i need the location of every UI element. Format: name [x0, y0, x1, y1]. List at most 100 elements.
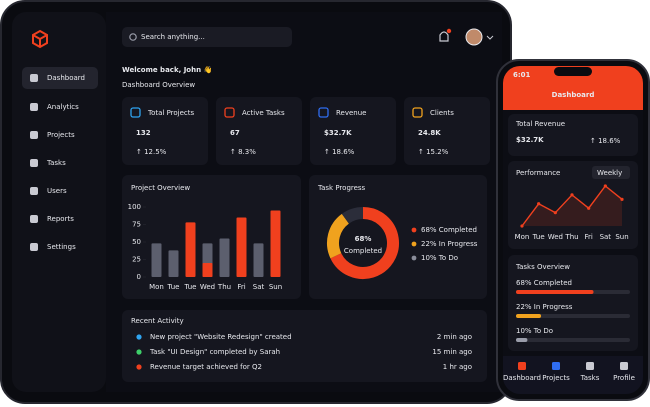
nav-icon: [30, 187, 38, 195]
y-tick-label: 50: [132, 238, 141, 246]
stat-value: $32.7K: [324, 129, 352, 137]
bar: [236, 217, 247, 277]
search-icon: [129, 33, 137, 41]
x-tick-label: Fri: [584, 233, 592, 241]
activity-time: 2 min ago: [437, 333, 472, 341]
stat-value: 24.8K: [418, 129, 441, 137]
period-select[interactable]: [592, 166, 630, 179]
x-tick-label: Sat: [253, 283, 265, 291]
stat-change: ↑ 15.2%: [418, 148, 449, 156]
task-label: 22% In Progress: [516, 303, 573, 311]
y-tick-label: 75: [132, 221, 141, 229]
nav-item[interactable]: Reports: [47, 215, 74, 223]
task-bar: [516, 314, 542, 318]
tab-icon: [586, 362, 594, 370]
x-tick-label: Mon: [515, 233, 530, 241]
line-point: [520, 224, 524, 228]
stat-card: [122, 97, 208, 165]
stat-card: [404, 97, 490, 165]
search-box[interactable]: [122, 27, 292, 47]
tab-icon: [620, 362, 628, 370]
x-tick-label: Sat: [600, 233, 612, 241]
nav-item[interactable]: Settings: [47, 243, 76, 251]
stat-icon: [224, 107, 235, 118]
revenue-label: Total Revenue: [515, 120, 565, 128]
revenue-value: $32.7K: [516, 136, 544, 144]
notification-dot: [446, 28, 452, 34]
x-tick-label: Sun: [269, 283, 282, 291]
line-point: [537, 202, 541, 206]
donut-slice: [327, 213, 350, 259]
tasks-title: Tasks Overview: [515, 263, 570, 271]
x-tick-label: Tue: [167, 283, 180, 291]
x-tick-label: Fri: [237, 283, 245, 291]
activity-text: Revenue target achieved for Q2: [150, 363, 262, 371]
stat-label: Total Projects: [147, 109, 195, 117]
line-point: [603, 184, 607, 188]
stat-icon: [318, 107, 329, 118]
bar: [151, 243, 162, 277]
welcome: Welcome back, John 👋: [122, 65, 212, 74]
legend-label: 68% Completed: [421, 226, 477, 234]
revenue-card: [508, 114, 638, 156]
bar: [168, 250, 179, 277]
avatar[interactable]: [465, 28, 483, 46]
tasks-card: [508, 255, 638, 351]
chart-title: Task Progress: [317, 184, 366, 192]
tab-icon: [552, 362, 560, 370]
task-track: [516, 338, 630, 342]
x-tick-label: Thu: [217, 283, 231, 291]
stat-change: ↑ 12.5%: [136, 148, 167, 156]
line-area: [522, 186, 622, 226]
donut-value: 68%: [355, 235, 372, 243]
stat-label: Active Tasks: [242, 109, 285, 117]
nav-item[interactable]: Users: [47, 187, 67, 195]
line-point: [553, 211, 557, 215]
stat-change: ↑ 18.6%: [324, 148, 355, 156]
stat-value: 67: [230, 129, 240, 137]
line-point: [587, 206, 591, 210]
task-label: 10% To Do: [516, 327, 553, 335]
nav-item[interactable]: Analytics: [47, 103, 79, 111]
activity-text: Task "UI Design" completed by Sarah: [149, 348, 280, 356]
tab-label[interactable]: Dashboard: [503, 374, 541, 382]
tab-label[interactable]: Projects: [542, 374, 570, 382]
task-track: [516, 314, 630, 318]
x-tick-label: Tue: [532, 233, 545, 241]
y-tick-label: 0: [137, 273, 141, 281]
stat-value: 132: [136, 129, 151, 137]
y-tick-label: 100: [128, 203, 141, 211]
bell-icon[interactable]: [439, 31, 449, 42]
x-tick-label: Mon: [149, 283, 164, 291]
nav-icon: [30, 74, 38, 82]
donut-slice: [341, 207, 364, 224]
stat-label: Clients: [430, 109, 454, 117]
nav-item[interactable]: Tasks: [46, 159, 66, 167]
search-placeholder: Search anything...: [141, 33, 205, 41]
nav-item[interactable]: Dashboard: [47, 74, 85, 82]
tab-bar: [503, 356, 643, 394]
chart-title: Project Overview: [131, 184, 190, 192]
stat-card: [216, 97, 302, 165]
line-point: [620, 197, 624, 201]
tab-label[interactable]: Tasks: [580, 374, 600, 382]
tab-label[interactable]: Profile: [613, 374, 635, 382]
activity-dot: [136, 334, 142, 340]
x-tick-label: Wed: [548, 233, 563, 241]
nav-icon: [30, 243, 38, 251]
activity-dot: [136, 364, 142, 370]
stat-icon: [412, 107, 423, 118]
stat-icon: [130, 107, 141, 118]
nav-active: [22, 67, 98, 89]
line-point: [570, 193, 574, 197]
x-tick-label: Thu: [564, 233, 578, 241]
nav-icon: [30, 159, 38, 167]
nav-item[interactable]: Projects: [47, 131, 75, 139]
activity-time: 15 min ago: [432, 348, 472, 356]
logo: [32, 29, 48, 49]
legend-dot: [411, 255, 417, 261]
revenue-change: ↑ 18.6%: [590, 137, 621, 145]
nav-icon: [30, 103, 38, 111]
